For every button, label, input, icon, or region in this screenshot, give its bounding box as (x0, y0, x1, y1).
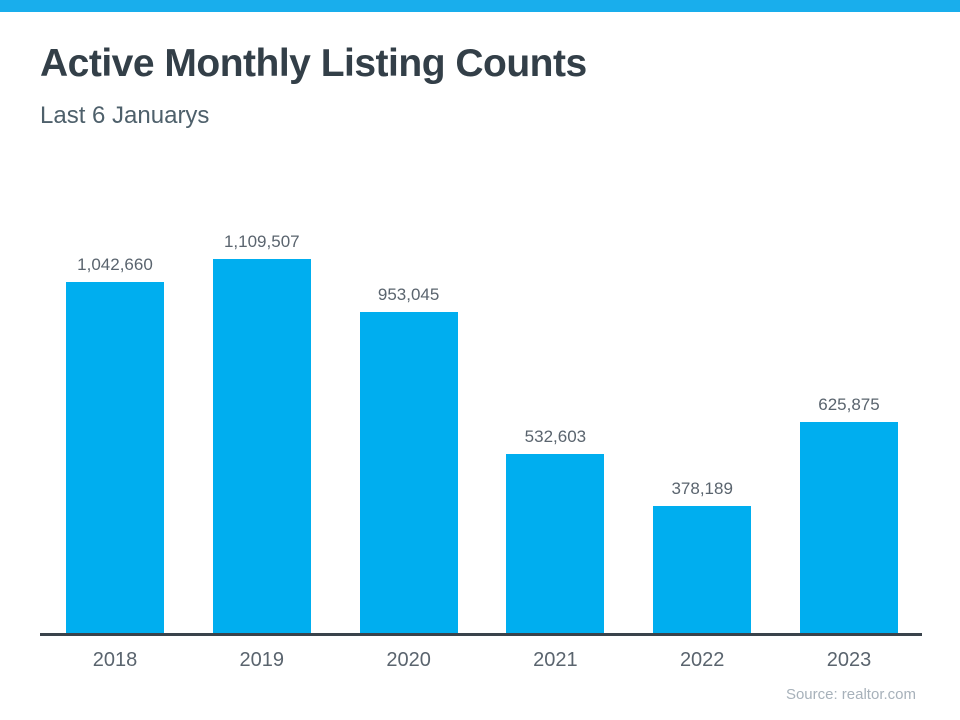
bar-group-2023: 625,875 (799, 395, 898, 634)
chart-title: Active Monthly Listing Counts (40, 42, 587, 85)
bar-group-2021: 532,603 (506, 427, 605, 634)
bar-value-label-2020: 953,045 (377, 285, 440, 304)
x-axis-label-2023: 2023 (826, 649, 872, 671)
bar-group-2019: 1,109,507 (212, 232, 311, 634)
bar-value-label-2023: 625,875 (818, 395, 880, 414)
bar-value-label-2021: 532,603 (524, 427, 587, 446)
bar-2022 (653, 506, 752, 634)
x-axis-line (40, 633, 922, 636)
bar-value-label-2019: 1,109,507 (223, 232, 300, 251)
x-axis-label-2021: 2021 (533, 649, 578, 671)
x-axis-label-2018: 2018 (92, 649, 138, 671)
bar-2018 (66, 282, 164, 634)
bar-value-label-2022: 378,189 (671, 479, 733, 498)
bar-2023 (799, 422, 898, 634)
x-axis-label-2022: 2022 (679, 649, 725, 671)
bar-group-2020: 953,045 (359, 285, 458, 634)
bar-2020 (359, 312, 458, 634)
top-accent-bar (0, 0, 960, 12)
chart-subtitle: Last 6 Januarys (40, 102, 210, 129)
bar-2019 (212, 259, 311, 634)
bar-group-2018: 1,042,660 (66, 255, 164, 634)
source-credit: Source: realtor.com (785, 686, 916, 703)
bar-chart-plot-area: 1,042,660 1,109,507 953,045 532,603 378,189 6… (66, 232, 898, 634)
bar-value-label-2018: 1,042,660 (77, 255, 153, 274)
x-axis-label-2019: 2019 (239, 649, 285, 671)
x-axis-labels: 2018 2019 2020 2021 2022 2023 (66, 649, 898, 672)
bar-2021 (506, 454, 605, 634)
bar-group-2022: 378,189 (653, 479, 752, 634)
x-axis-label-2020: 2020 (386, 649, 431, 671)
